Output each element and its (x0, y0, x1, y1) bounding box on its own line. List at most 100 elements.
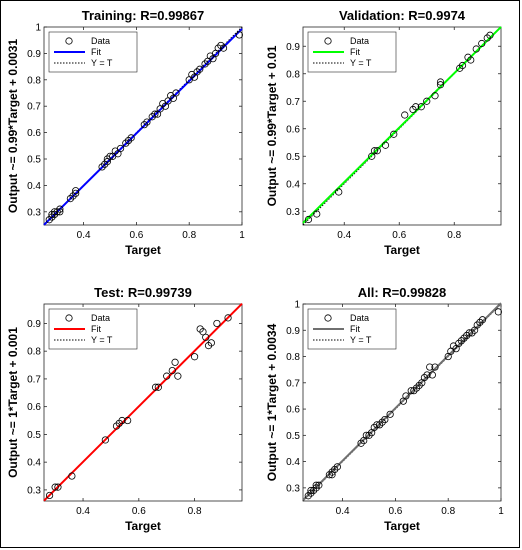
data-point (171, 358, 179, 366)
data-point (468, 329, 476, 337)
data-point (494, 308, 502, 316)
legend-data-marker (65, 37, 73, 45)
y-tick-label: 0.7 (27, 102, 41, 113)
data-point (315, 481, 323, 489)
x-tick-label: 0.8 (441, 506, 455, 517)
y-tick-label: 0.3 (27, 207, 41, 218)
x-tick-label: 0.6 (132, 506, 146, 517)
data-point (207, 339, 215, 347)
legend-label: Data (350, 36, 369, 46)
y-axis-label: Output ~= 0.99*Target + 0.0031 (6, 39, 20, 214)
y-tick-label: 0.6 (286, 405, 300, 416)
data-point (154, 383, 162, 391)
x-axis-label: Target (125, 243, 161, 257)
data-point (199, 328, 207, 336)
data-point (420, 373, 429, 382)
data-point (431, 363, 439, 371)
data-point (56, 208, 64, 216)
data-point (478, 316, 487, 324)
data-point (143, 118, 151, 126)
data-point (190, 353, 199, 361)
x-tick-label: 0.8 (447, 230, 461, 241)
x-tick-label: 0.6 (129, 230, 143, 241)
y-tick-label: 1 (294, 300, 300, 311)
data-point (325, 471, 333, 479)
legend-data-marker (65, 314, 73, 322)
data-point (483, 34, 491, 42)
data-point (357, 439, 365, 447)
legend-label: Y = T (350, 58, 372, 68)
y-axis-label: Output ~= 0.99*Target + 0.01 (265, 45, 279, 206)
y-tick-label: 0.8 (27, 347, 41, 358)
y-tick-label: 0.7 (27, 374, 41, 385)
data-point (476, 318, 484, 326)
data-point (478, 39, 486, 48)
legend-label: Y = T (350, 335, 372, 345)
data-point (312, 481, 320, 489)
x-tick-label: 0.4 (77, 230, 91, 241)
data-point (72, 189, 80, 197)
data-point (473, 321, 481, 329)
data-point (201, 60, 209, 68)
data-point (375, 421, 384, 429)
data-point (174, 372, 182, 380)
legend-label: Fit (91, 47, 101, 57)
data-point (423, 97, 431, 105)
data-point (124, 136, 133, 145)
data-point (370, 147, 379, 155)
data-point (72, 187, 80, 195)
y-tick-label: 1 (35, 23, 41, 34)
data-point (333, 463, 341, 471)
legend-label: Fit (91, 324, 101, 334)
data-point (381, 415, 389, 424)
data-point (56, 205, 64, 213)
data-point (98, 163, 106, 171)
y-axis-label: Output ~= 1*Target + 0.0034 (265, 323, 279, 481)
y-tick-label: 0.4 (27, 181, 41, 192)
data-point (417, 103, 425, 111)
data-point (68, 472, 76, 480)
y-tick-label: 0.6 (286, 124, 300, 135)
y-tick-label: 0.9 (286, 42, 300, 53)
data-point (45, 491, 54, 500)
data-point (127, 134, 135, 142)
y-tick-label: 0.5 (27, 155, 41, 166)
chart-title: Test: R=0.99739 (94, 285, 192, 300)
data-point (101, 436, 109, 444)
x-tick-label: 1 (498, 506, 504, 517)
data-point (464, 53, 472, 61)
data-point (410, 387, 418, 395)
data-point (335, 188, 343, 196)
data-point (412, 103, 420, 111)
x-tick-label: 0.4 (337, 230, 351, 241)
chart-panel-4: 0.4 0.6 0.8 1 0.3 0.4 0.5 0.6 0.7 0.8 0.9 1 DataFitY… (265, 285, 504, 533)
data-point (51, 483, 59, 491)
data-point (431, 92, 439, 100)
y-tick-label: 0.5 (286, 431, 300, 442)
data-point (456, 64, 464, 72)
y-tick-label: 0.8 (27, 75, 41, 86)
data-point (53, 208, 61, 216)
y-axis-label: Output ~= 1*Target + 0.001 (6, 327, 20, 478)
data-point (467, 56, 475, 64)
y-tick-label: 0.3 (27, 485, 41, 496)
data-point (219, 44, 228, 52)
legend-label: Data (91, 36, 110, 46)
y-tick-label: 0.5 (27, 430, 41, 441)
data-point (331, 465, 339, 474)
data-point (436, 81, 445, 89)
x-axis-label: Target (125, 519, 161, 533)
data-point (235, 31, 243, 39)
x-tick-label: 0.4 (336, 506, 350, 517)
data-point (402, 392, 410, 400)
data-point (193, 68, 201, 76)
legend-label: Fit (350, 47, 360, 57)
y-tick-label: 0.4 (286, 457, 300, 468)
chart-title: Training: R=0.99867 (82, 8, 204, 23)
data-point (436, 78, 445, 86)
data-point (116, 144, 125, 153)
